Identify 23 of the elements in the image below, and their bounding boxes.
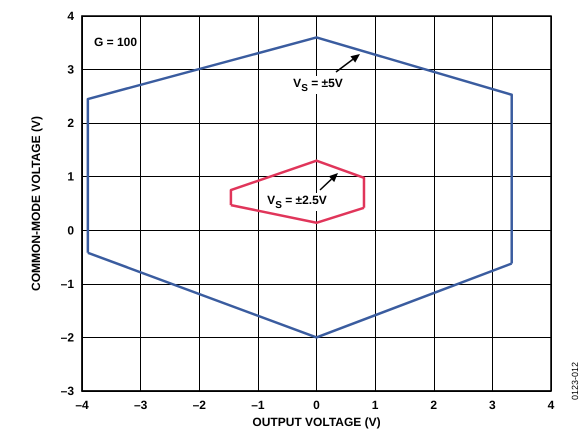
annotation: G = 100	[94, 35, 138, 49]
x-tick-label: –3	[134, 398, 148, 412]
x-tick-label: 1	[372, 398, 379, 412]
y-tick-label: 1	[67, 170, 74, 184]
text: 0123-012	[570, 362, 580, 400]
x-tick-label: 3	[489, 398, 496, 412]
y-tick-label: –3	[60, 384, 74, 398]
x-axis-title: OUTPUT VOLTAGE (V)	[252, 414, 381, 429]
x-tick-label: –1	[251, 398, 265, 412]
annotation: V$_{S}$ = ±2.5V	[267, 193, 327, 211]
y-axis-title: COMMON-MODE VOLTAGE (V)	[29, 116, 43, 291]
annotation: V$_{S}$ = ±5V	[293, 76, 343, 94]
y-tick-label: 2	[67, 116, 74, 130]
y-tick-label: –2	[60, 330, 74, 344]
y-tick-label: 4	[67, 9, 74, 23]
y-tick-label: 0	[67, 223, 74, 238]
x-tick-label: –4	[75, 398, 89, 412]
x-tick-label: 0	[313, 398, 320, 412]
x-tick-label: –2	[192, 398, 206, 412]
y-tick-label: –1	[60, 276, 74, 291]
x-tick-label: 2	[430, 398, 438, 412]
x-tick-label: 4	[548, 398, 555, 412]
y-tick-label: 3	[67, 62, 74, 77]
